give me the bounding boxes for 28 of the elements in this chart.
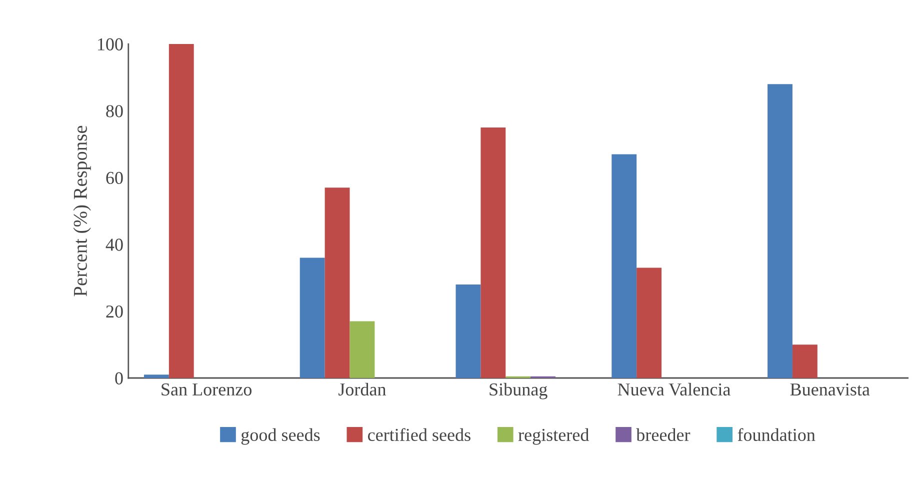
y-tick-label: 60 bbox=[106, 172, 123, 184]
y-axis-title: Percent (%) Response bbox=[73, 126, 91, 296]
legend-label: good seeds bbox=[241, 428, 320, 445]
bar bbox=[350, 321, 375, 378]
x-tick-label: Jordan bbox=[338, 382, 386, 396]
bar bbox=[612, 154, 637, 378]
y-tick-label: 80 bbox=[106, 105, 123, 118]
x-tick-label: Sibunag bbox=[490, 382, 548, 400]
bar bbox=[144, 374, 169, 378]
legend-label: foundation bbox=[738, 428, 816, 442]
bar bbox=[456, 284, 481, 378]
bar bbox=[480, 128, 506, 378]
bar bbox=[324, 188, 350, 378]
legend-label: certified seeds bbox=[368, 428, 470, 442]
bar bbox=[168, 44, 194, 378]
legend-label: registered bbox=[518, 428, 589, 445]
y-tick-label: 100 bbox=[98, 38, 123, 50]
legend-label: breeder bbox=[636, 428, 690, 442]
x-tick-label: Buenavista bbox=[790, 383, 870, 396]
bar bbox=[792, 344, 818, 378]
bar bbox=[768, 84, 792, 378]
y-tick-label: 20 bbox=[106, 305, 123, 318]
bar bbox=[300, 258, 325, 378]
y-tick-label: 40 bbox=[106, 238, 123, 251]
y-tick-label: 0 bbox=[115, 372, 123, 384]
x-tick-label: Nueva Valencia bbox=[618, 382, 730, 396]
x-tick-label: San Lorenzo bbox=[162, 383, 252, 396]
bar bbox=[636, 268, 662, 378]
